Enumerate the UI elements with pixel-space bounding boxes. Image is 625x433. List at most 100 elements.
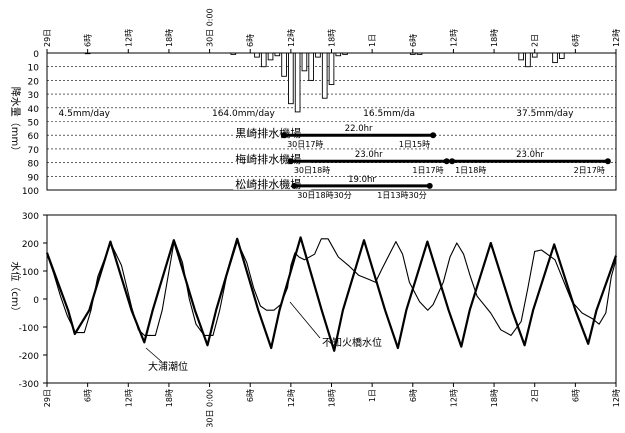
pump-station-name: 黒崎排水機場 bbox=[235, 126, 301, 140]
water-level-x-tick-label: 6時 bbox=[246, 389, 255, 402]
water-level-y-tick-label: -200 bbox=[19, 352, 40, 362]
pump-station-name: 松崎排水機場 bbox=[235, 177, 301, 191]
rainfall-bar bbox=[416, 52, 423, 55]
pump-operation-start bbox=[281, 132, 288, 139]
rainfall-y-tick-label: 80 bbox=[28, 160, 40, 170]
rainfall-bar bbox=[281, 52, 287, 77]
water-level-x-tick-label: 18時 bbox=[328, 389, 337, 407]
water-level-x-tick-label: 2日 bbox=[531, 389, 540, 402]
pump-operation-duration: 22.0hr bbox=[345, 124, 373, 134]
water-level-y-tick-label: 100 bbox=[22, 268, 39, 278]
pump-operation-duration: 23.0hr bbox=[355, 150, 383, 160]
rainfall-bar bbox=[294, 52, 301, 113]
pump-operation-end-label: 1日13時30分 bbox=[377, 191, 426, 200]
rainfall-x-tick-label: 6時 bbox=[246, 34, 255, 47]
rainfall-bar bbox=[315, 52, 321, 58]
rainfall-x-tick-label: 29日 bbox=[43, 29, 52, 47]
pump-operation-end bbox=[443, 158, 450, 165]
rainfall-bar bbox=[254, 52, 260, 58]
water-level-panel: -300 -200 -100 0 100 200 300 水位（cm） 29日 6時 12時 18時 3… bbox=[9, 212, 621, 428]
water-level-x-tick-label: 6時 bbox=[84, 389, 93, 402]
rainfall-bar bbox=[409, 52, 416, 55]
rainfall-x-tick-label: 18時 bbox=[165, 29, 174, 47]
pump-operation-duration: 19.0hr bbox=[348, 175, 376, 185]
rainfall-y-tick-label: 30 bbox=[28, 91, 40, 101]
rainfall-bar bbox=[308, 52, 314, 81]
pump-operation-start bbox=[287, 158, 294, 165]
rainfall-bar bbox=[558, 52, 565, 59]
rainfall-x-tick-label: 18時 bbox=[328, 29, 337, 47]
pump-operation-end-label: 1日15時 bbox=[399, 140, 430, 149]
rainfall-y-tick-label: 100 bbox=[22, 187, 39, 197]
pump-operation-start-label: 30日17時 bbox=[287, 140, 323, 149]
water-level-y-tick-label: -100 bbox=[19, 324, 40, 334]
rainfall-bar bbox=[321, 52, 328, 99]
rainfall-y-tick-label: 40 bbox=[28, 105, 40, 115]
water-level-x-tick-label: 12時 bbox=[449, 389, 458, 407]
rainfall-x-tick-label: 12時 bbox=[124, 29, 133, 47]
water-level-x-tick-label: 29日 bbox=[43, 389, 52, 407]
daily-rainfall-total: 37.5mm/day bbox=[516, 109, 574, 119]
rainfall-x-tick-label: 6時 bbox=[571, 34, 580, 47]
rainfall-x-tick-label: 12時 bbox=[287, 29, 296, 47]
rainfall-y-label: 降水量（mm） bbox=[9, 87, 22, 156]
rainfall-bar bbox=[230, 52, 237, 55]
pump-operation-end bbox=[426, 182, 433, 189]
water-level-y-tick-label: 300 bbox=[22, 212, 39, 222]
pump-operation-duration: 23.0hr bbox=[516, 150, 544, 160]
series-annotation-leader bbox=[145, 347, 163, 363]
water-level-x-tick-label: 1日 bbox=[368, 389, 377, 402]
water-level-series-line bbox=[45, 236, 618, 352]
rainfall-bar bbox=[525, 52, 531, 68]
rainfall-x-tick-label: 30日 0:00 bbox=[206, 8, 215, 47]
rainfall-bar bbox=[274, 52, 281, 57]
daily-rainfall-total: 164.0mm/day bbox=[212, 109, 276, 119]
rainfall-bar bbox=[288, 52, 294, 105]
water-level-x-tick-label: 30日 0:00 bbox=[206, 389, 215, 428]
rainfall-bar bbox=[552, 52, 558, 64]
water-level-y-tick-label: -300 bbox=[19, 380, 40, 390]
pump-station-name: 梅崎排水機場 bbox=[235, 152, 301, 166]
pump-operation-end bbox=[430, 132, 437, 139]
water-level-x-tick-label: 18時 bbox=[490, 389, 499, 407]
water-level-x-tick-label: 12時 bbox=[287, 389, 296, 407]
pump-operation-start-label: 1日18時 bbox=[455, 166, 486, 175]
rainfall-y-tick-label: 70 bbox=[28, 146, 40, 156]
rainfall-x-tick-label: 6時 bbox=[84, 34, 93, 47]
rainfall-y-tick-label: 60 bbox=[28, 132, 40, 142]
rainfall-panel: 0 10 20 30 40 50 60 70 80 90 100 降水量（mm） 29日 6時 12時 18時… bbox=[9, 8, 621, 200]
pump-operation-start bbox=[291, 182, 298, 189]
pump-operation-start bbox=[449, 158, 456, 165]
rainfall-bar bbox=[84, 52, 91, 55]
rainfall-y-tick-label: 50 bbox=[28, 119, 40, 129]
rainfall-x-tick-label: 12時 bbox=[612, 29, 621, 47]
rainfall-bar bbox=[301, 52, 308, 72]
pump-operation-end-label: 1日17時 bbox=[412, 166, 443, 175]
pump-operation-end-label: 2日17時 bbox=[574, 166, 605, 175]
rainfall-bar bbox=[328, 52, 335, 85]
water-level-series-line bbox=[46, 238, 617, 336]
rainfall-x-tick-label: 6時 bbox=[409, 34, 418, 47]
rainfall-y-tick-label: 10 bbox=[28, 64, 40, 74]
series-annotation-leader bbox=[289, 301, 321, 339]
rainfall-bar bbox=[531, 52, 538, 58]
rainfall-x-tick-label: 12時 bbox=[449, 29, 458, 47]
series-annotation-label: 不知火橋水位 bbox=[322, 336, 382, 349]
rainfall-y-tick-label: 20 bbox=[28, 77, 40, 87]
rainfall-y-tick-label: 0 bbox=[33, 50, 39, 60]
rainfall-x-tick-label: 18時 bbox=[490, 29, 499, 47]
daily-rainfall-total: 4.5mm/day bbox=[59, 109, 111, 119]
water-level-plot-frame bbox=[46, 214, 617, 384]
rainfall-bar bbox=[335, 52, 342, 57]
water-level-x-tick-label: 18時 bbox=[165, 389, 174, 407]
rainfall-bar bbox=[518, 52, 524, 61]
water-level-x-tick-label: 12時 bbox=[124, 389, 133, 407]
rainfall-bar bbox=[267, 52, 274, 61]
rainfall-y-tick-label: 90 bbox=[28, 173, 40, 183]
water-level-x-tick-label: 6時 bbox=[409, 389, 418, 402]
daily-rainfall-total: 16.5mm/da bbox=[363, 109, 415, 119]
rainfall-x-tick-label: 1日 bbox=[368, 34, 377, 47]
rainfall-x-tick-label: 2日 bbox=[531, 34, 540, 47]
water-level-y-label: 水位（cm） bbox=[9, 261, 22, 316]
